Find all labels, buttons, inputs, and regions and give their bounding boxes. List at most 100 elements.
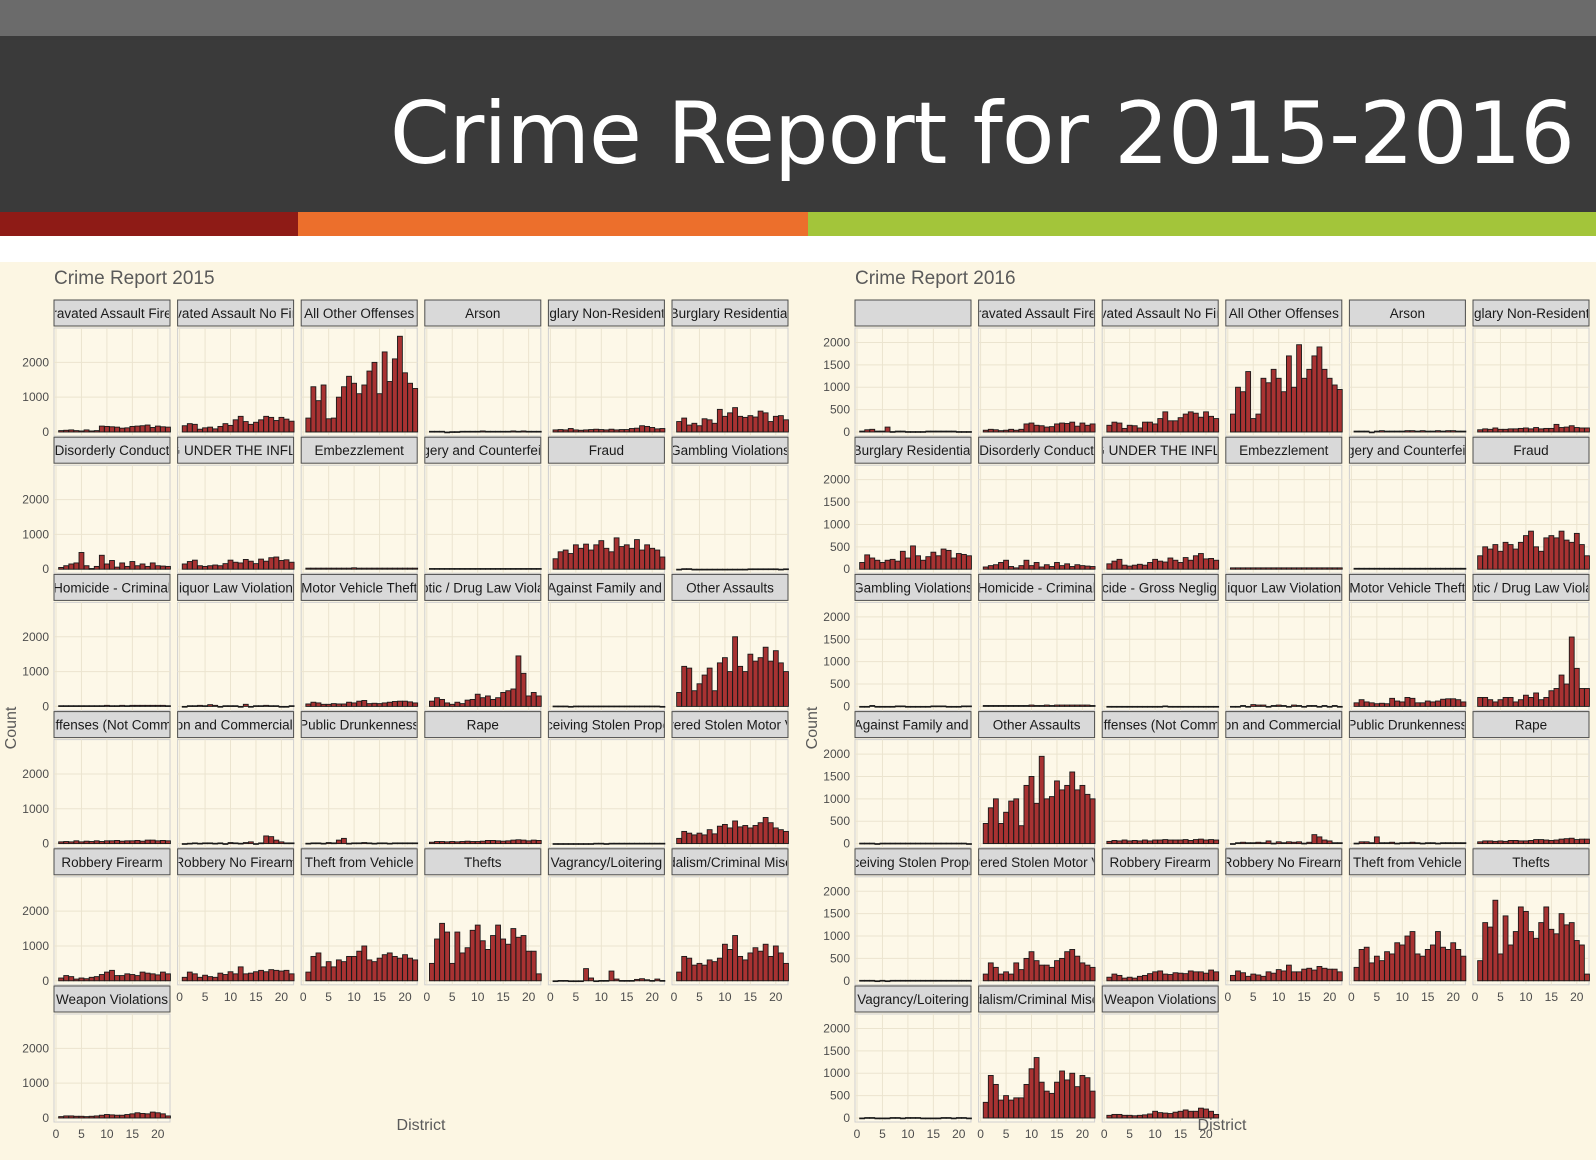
bar	[181, 843, 188, 845]
bar	[889, 1117, 896, 1119]
x-tick-label: 15	[744, 990, 758, 1004]
bar	[114, 840, 120, 845]
bar	[124, 973, 131, 982]
bar	[1235, 970, 1241, 982]
bar	[93, 705, 100, 707]
bar	[1533, 546, 1539, 570]
x-tick-label: 20	[275, 990, 289, 1004]
bar	[1255, 841, 1262, 845]
facet-strip-label: Burglary Residential	[670, 306, 791, 321]
bar	[1579, 944, 1585, 982]
bar	[634, 539, 640, 570]
bar	[330, 567, 337, 570]
bar	[83, 840, 90, 845]
bar	[1240, 567, 1246, 570]
bar	[83, 705, 90, 707]
y-tick-label: 500	[830, 814, 850, 828]
bar	[217, 425, 224, 433]
bar	[767, 568, 774, 571]
bar	[1177, 705, 1184, 708]
bar	[1084, 704, 1091, 707]
facet-panel: Other Assaults	[671, 573, 789, 711]
bar	[608, 705, 615, 708]
bar	[124, 427, 131, 433]
bar	[1440, 946, 1446, 982]
bar	[310, 386, 317, 433]
bar	[222, 563, 229, 570]
x-tick-label: 10	[1025, 1127, 1039, 1141]
bar	[1111, 1113, 1118, 1119]
bar	[711, 833, 718, 845]
bar	[899, 842, 906, 845]
facet-strip	[1101, 299, 1219, 327]
bar	[485, 949, 491, 982]
bar	[1003, 559, 1009, 570]
bar	[879, 705, 886, 708]
facet-strip	[978, 985, 1096, 1013]
bar	[505, 568, 512, 570]
bar	[1187, 559, 1194, 570]
x-tick-label: 5	[879, 1127, 886, 1141]
facet-strip	[1101, 573, 1219, 601]
bar	[1548, 535, 1555, 570]
bar	[109, 1114, 115, 1119]
bar	[1435, 700, 1441, 707]
facet-panel: gravated Assault Firea	[978, 299, 1096, 437]
bar	[552, 429, 559, 433]
bar	[686, 957, 693, 982]
bar	[1131, 564, 1138, 570]
bar	[222, 974, 229, 982]
bar	[869, 1117, 876, 1119]
bar	[1048, 966, 1055, 982]
bar	[104, 971, 110, 982]
bar	[1089, 705, 1096, 707]
bar	[335, 839, 342, 845]
bar	[1028, 776, 1035, 845]
facet-strip-label: Fraud	[1513, 443, 1548, 458]
bar	[58, 567, 64, 570]
facet-strip-label: Vagrancy/Loitering	[857, 992, 969, 1007]
bar	[335, 959, 342, 982]
bar	[222, 843, 229, 845]
bar	[1563, 539, 1570, 570]
bar	[1538, 699, 1545, 707]
bar	[197, 976, 203, 982]
bar	[397, 842, 403, 845]
bar	[557, 843, 564, 845]
bar	[1084, 565, 1091, 570]
bar	[737, 665, 744, 707]
bar	[562, 549, 569, 570]
bar	[479, 940, 486, 982]
bar	[1250, 704, 1257, 707]
bar	[149, 1111, 156, 1119]
facet-strip-label: cotic / Drug Law Violati	[414, 580, 551, 595]
bar	[1435, 931, 1441, 982]
bar	[1033, 960, 1040, 982]
bar	[1419, 702, 1426, 707]
bar	[1230, 705, 1236, 708]
bar	[93, 1115, 100, 1119]
bar	[181, 976, 188, 982]
bar	[495, 697, 501, 707]
bar	[1074, 789, 1081, 845]
bar	[1445, 567, 1452, 570]
bar	[273, 556, 280, 570]
bar	[232, 705, 239, 707]
facet-plot-bg	[300, 464, 418, 574]
bar	[747, 952, 754, 982]
bar	[1573, 532, 1580, 570]
bar	[905, 979, 911, 982]
bar	[1054, 704, 1060, 707]
bar	[469, 841, 476, 845]
bar	[83, 978, 90, 982]
x-tick-label: 10	[224, 990, 238, 1004]
bar	[366, 567, 373, 570]
bar	[982, 1101, 989, 1119]
bar	[644, 979, 651, 982]
bar	[593, 705, 600, 708]
bar	[1126, 565, 1133, 570]
bar	[757, 410, 764, 433]
bar	[691, 834, 698, 845]
bar	[1543, 537, 1550, 570]
